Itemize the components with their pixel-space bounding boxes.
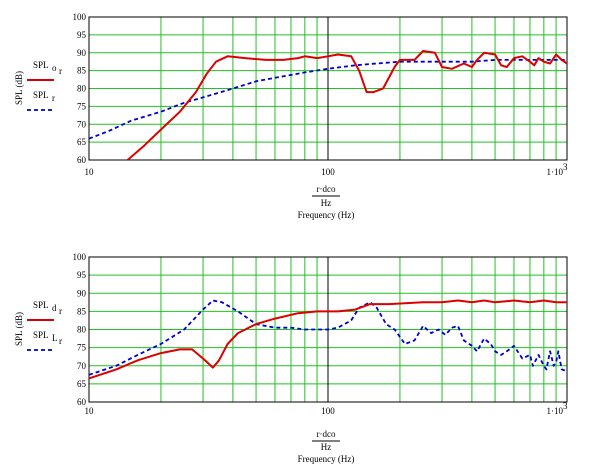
y-tick-label: 95 (77, 30, 87, 40)
y-tick-label: 60 (77, 397, 87, 407)
x-tick-label: 10 (85, 167, 95, 177)
legend-subscript: r (52, 93, 55, 103)
x-tick-label: 1·10 (547, 167, 564, 177)
y-tick-label: 65 (77, 379, 87, 389)
y-tick-label: 95 (77, 270, 87, 280)
y-tick-label: 90 (77, 48, 87, 58)
x-label-numerator: r·dco (317, 429, 336, 439)
x-tick-exponent: 3 (563, 401, 568, 411)
legend-subsubscript: r (59, 306, 62, 316)
chart-top: 60 65 70 75 80 85 90 95 100 10 100 1·10 3 r·dco Hz Freq… (14, 12, 568, 220)
x-tick-exponent: 3 (563, 162, 568, 172)
series-line-red (126, 50, 567, 160)
y-tick-label: 85 (77, 66, 87, 76)
y-tick-label: 70 (77, 361, 87, 371)
y-tick-label: 65 (77, 137, 87, 147)
y-axis-label: SPL (dB) (14, 71, 24, 105)
x-axis-label: Frequency (Hz) (298, 210, 355, 220)
y-tick-label: 80 (77, 84, 87, 94)
y-tick-label: 100 (73, 252, 87, 262)
legend-label: SPL (33, 300, 49, 310)
y-tick-label: 75 (77, 101, 87, 111)
y-tick-label: 90 (77, 288, 87, 298)
y-tick-label: 70 (77, 119, 87, 129)
x-tick-label: 10 (85, 406, 95, 416)
plot-frame (88, 256, 568, 403)
series-line-blue (89, 59, 567, 140)
legend-subscript: d (52, 303, 57, 313)
legend-label: SPL (33, 330, 49, 340)
y-axis-label: SPL (dB) (14, 312, 24, 346)
x-label-numerator: r·dco (317, 184, 336, 194)
legend-subsubscript: r (59, 336, 62, 346)
y-tick-label: 75 (77, 343, 87, 353)
legend-label: SPL (33, 60, 49, 70)
x-tick-label: 100 (321, 406, 335, 416)
y-tick-label: 80 (77, 325, 87, 335)
x-axis-label: Frequency (Hz) (298, 454, 355, 464)
x-tick-label: 100 (321, 167, 335, 177)
legend-subscript: o (52, 63, 57, 73)
legend-subscript: L (52, 333, 58, 343)
y-tick-label: 60 (77, 155, 87, 165)
y-tick-label: 100 (73, 12, 87, 22)
x-tick-label: 1·10 (547, 406, 564, 416)
series-line-blue (89, 299, 567, 376)
chart-bottom: 60 65 70 75 80 85 90 95 100 10 100 1·10 3 r·dco Hz Freq… (14, 252, 568, 464)
plot-frame (88, 16, 568, 161)
legend-label: SPL (33, 90, 49, 100)
legend-subsubscript: r (59, 66, 62, 76)
y-tick-label: 85 (77, 306, 87, 316)
series-line-red (89, 299, 567, 380)
x-label-denominator: Hz (321, 198, 332, 208)
x-label-denominator: Hz (321, 442, 332, 452)
